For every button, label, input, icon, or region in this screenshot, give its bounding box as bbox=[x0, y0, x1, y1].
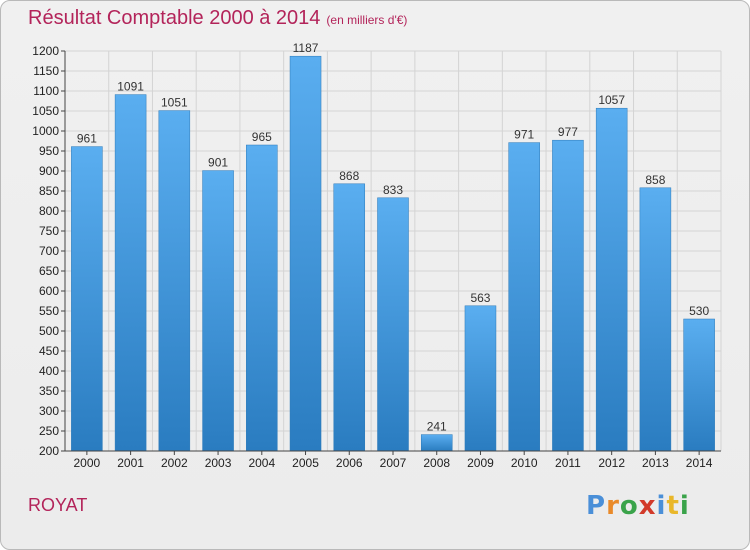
y-tick-label: 550 bbox=[39, 304, 59, 318]
chart-subtitle: (en milliers d'€) bbox=[326, 13, 408, 27]
bar bbox=[508, 142, 540, 452]
logo-letter: o bbox=[619, 491, 639, 521]
x-tick-label: 2004 bbox=[248, 456, 275, 470]
data-label: 241 bbox=[427, 420, 447, 434]
x-tick-label: 2000 bbox=[74, 456, 101, 470]
data-label: 965 bbox=[252, 130, 272, 144]
bar bbox=[595, 107, 628, 452]
x-tick-label: 2001 bbox=[117, 456, 144, 470]
data-label: 977 bbox=[558, 125, 578, 139]
bar bbox=[246, 144, 278, 452]
bar bbox=[289, 55, 322, 452]
logo-letter: r bbox=[606, 491, 620, 521]
data-label: 901 bbox=[208, 156, 228, 170]
y-tick-label: 1000 bbox=[32, 124, 59, 138]
y-tick-label: 600 bbox=[39, 284, 59, 298]
data-label: 1051 bbox=[161, 96, 188, 110]
proxiti-logo: Proxiti bbox=[586, 491, 690, 521]
y-tick-label: 1200 bbox=[32, 44, 59, 58]
bar bbox=[464, 305, 497, 452]
y-tick-label: 650 bbox=[39, 264, 59, 278]
data-label: 1057 bbox=[598, 93, 625, 107]
data-label: 971 bbox=[514, 128, 534, 142]
data-label: 961 bbox=[77, 132, 97, 146]
logo-letter: i bbox=[656, 491, 667, 521]
bar bbox=[639, 187, 672, 452]
bar bbox=[420, 434, 453, 452]
y-tick-label: 450 bbox=[39, 344, 59, 358]
y-tick-label: 750 bbox=[39, 224, 59, 238]
bar bbox=[377, 197, 409, 452]
data-label: 563 bbox=[470, 291, 490, 305]
place-name: ROYAT bbox=[28, 495, 88, 515]
logo-letter: P bbox=[586, 491, 607, 521]
y-tick-label: 850 bbox=[39, 184, 59, 198]
bar bbox=[683, 318, 715, 452]
y-tick-label: 700 bbox=[39, 244, 59, 258]
x-tick-label: 2013 bbox=[642, 456, 669, 470]
x-tick-label: 2009 bbox=[467, 456, 494, 470]
y-tick-label: 1150 bbox=[33, 64, 59, 78]
y-tick-label: 350 bbox=[39, 384, 59, 398]
bar bbox=[71, 146, 103, 452]
logo-letter: t bbox=[666, 491, 680, 521]
data-label: 868 bbox=[339, 169, 359, 183]
x-tick-label: 2014 bbox=[686, 456, 713, 470]
bar bbox=[158, 110, 191, 452]
x-tick-label: 2012 bbox=[598, 456, 625, 470]
y-tick-label: 1100 bbox=[33, 84, 59, 98]
logo-letter: x bbox=[638, 491, 657, 521]
bar bbox=[552, 139, 584, 452]
x-tick-label: 2008 bbox=[423, 456, 450, 470]
x-tick-label: 2002 bbox=[161, 456, 188, 470]
data-label: 1091 bbox=[117, 80, 144, 94]
y-tick-label: 400 bbox=[39, 364, 59, 378]
data-label: 833 bbox=[383, 183, 403, 197]
x-tick-label: 2005 bbox=[292, 456, 319, 470]
x-tick-label: 2006 bbox=[336, 456, 363, 470]
y-tick-label: 1050 bbox=[32, 104, 59, 118]
data-label: 530 bbox=[689, 304, 709, 318]
bar bbox=[114, 94, 147, 452]
y-tick-label: 300 bbox=[39, 404, 59, 418]
x-tick-label: 2011 bbox=[555, 456, 581, 470]
data-label: 858 bbox=[645, 173, 665, 187]
x-tick-label: 2003 bbox=[205, 456, 232, 470]
y-tick-label: 950 bbox=[39, 144, 59, 158]
y-tick-label: 800 bbox=[39, 204, 59, 218]
y-tick-label: 500 bbox=[39, 324, 59, 338]
x-tick-label: 2007 bbox=[380, 456, 407, 470]
bar bbox=[333, 183, 366, 452]
logo-letter: i bbox=[679, 491, 690, 521]
chart-title: Résultat Comptable 2000 à 2014 (en millie… bbox=[28, 7, 408, 29]
data-label: 1187 bbox=[293, 41, 319, 55]
bar bbox=[202, 170, 234, 452]
y-tick-label: 900 bbox=[39, 164, 59, 178]
y-tick-label: 250 bbox=[39, 424, 59, 438]
y-tick-label: 200 bbox=[39, 444, 59, 458]
x-tick-label: 2010 bbox=[511, 456, 538, 470]
